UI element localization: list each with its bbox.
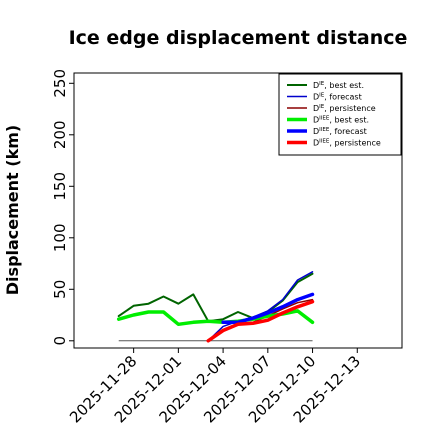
y-tick-label: 0 bbox=[51, 336, 69, 346]
legend-label-main: D bbox=[313, 93, 319, 102]
legend-label-main: D bbox=[313, 116, 319, 125]
y-tick-label: 200 bbox=[51, 120, 69, 149]
chart-title: Ice edge displacement distance bbox=[69, 27, 408, 49]
legend-label-rest: , forecast bbox=[329, 127, 366, 136]
legend-label-sup: IIEE bbox=[319, 139, 330, 145]
x-axis: 2025-11-282025-12-012025-12-042025-12-07… bbox=[66, 348, 364, 426]
legend-label-sup: IE bbox=[319, 104, 325, 110]
legend-label-rest: , persistence bbox=[329, 139, 380, 148]
legend-label-rest: , best est. bbox=[324, 81, 364, 90]
y-tick-label: 100 bbox=[51, 223, 69, 252]
y-axis-label: Displacement (km) bbox=[3, 125, 22, 295]
legend-label-rest: , persistence bbox=[324, 104, 375, 113]
y-tick-label: 150 bbox=[51, 172, 69, 201]
legend-label-2: DIE, persistence bbox=[313, 104, 376, 113]
legend-label-main: D bbox=[313, 127, 319, 136]
legend-label-main: D bbox=[313, 81, 319, 90]
legend-label-4: DIIEE, forecast bbox=[313, 127, 367, 136]
y-tick-label: 250 bbox=[51, 69, 69, 98]
plot-area-frame bbox=[73, 72, 403, 349]
legend-label-rest: , best est. bbox=[329, 116, 369, 125]
legend-label-1: DIE, forecast bbox=[313, 93, 362, 102]
series-line-4 bbox=[221, 292, 315, 325]
legend-label-sup: IIEE bbox=[319, 116, 330, 122]
legend-label-5: DIIEE, persistence bbox=[313, 139, 381, 148]
y-tick-label: 50 bbox=[51, 280, 69, 299]
legend-label-main: D bbox=[313, 139, 319, 148]
series-line-5 bbox=[206, 299, 315, 343]
legend-label-3: DIIEE, best est. bbox=[313, 116, 369, 125]
y-axis: 0 50 100 150 200 250 bbox=[51, 69, 74, 346]
legend-label-rest: , forecast bbox=[324, 93, 361, 102]
legend-label-sup: IIEE bbox=[319, 127, 330, 133]
legend-label-sup: IE bbox=[319, 93, 325, 99]
legend-label-sup: IE bbox=[319, 81, 325, 87]
legend-label-0: DIE, best est. bbox=[313, 81, 364, 90]
legend-label-main: D bbox=[313, 104, 319, 113]
series-layer bbox=[116, 271, 315, 343]
